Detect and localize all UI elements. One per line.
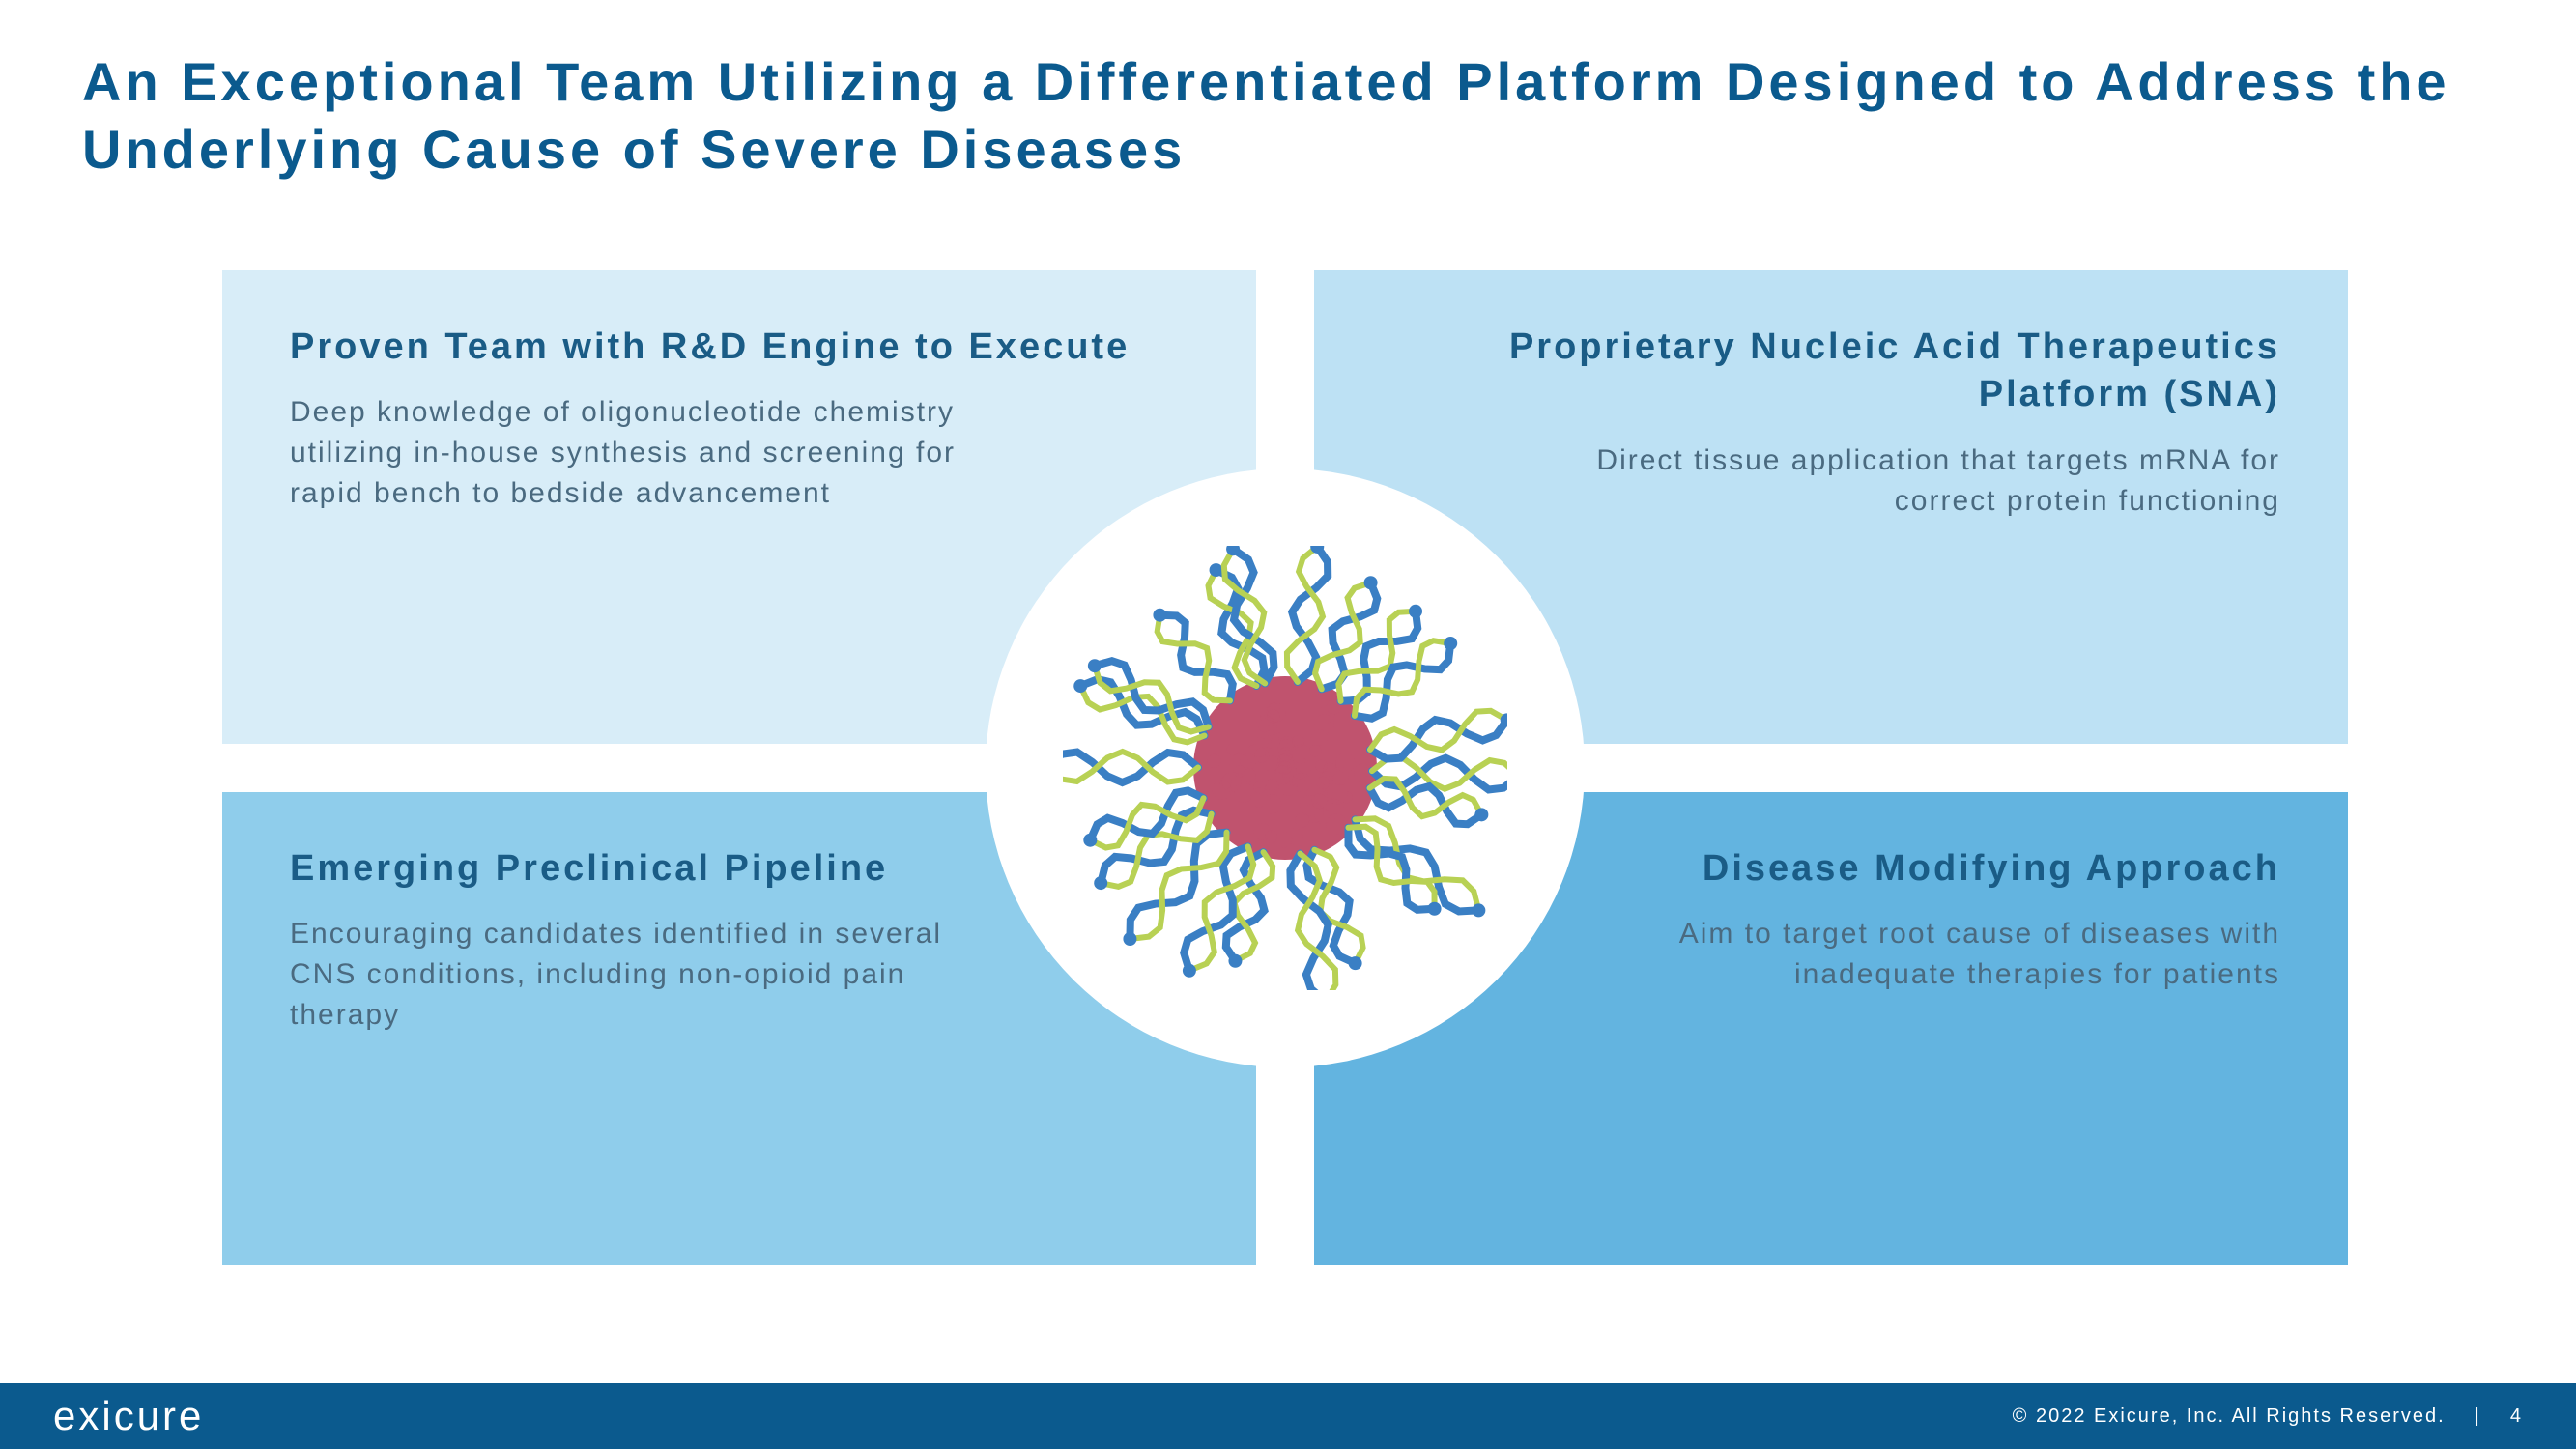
quad-tr-title: Proprietary Nucleic Acid Therapeutics Pl… <box>1382 324 2280 419</box>
quad-tr-body: Direct tissue application that targets m… <box>1585 440 2280 522</box>
quadrant-container: Proven Team with R&D Engine to Execute D… <box>222 270 2348 1265</box>
sna-molecule-icon <box>1063 546 1507 990</box>
quad-br-body: Aim to target root cause of diseases wit… <box>1585 914 2280 995</box>
footer-bar: exicure © 2022 Exicure, Inc. All Rights … <box>0 1379 2576 1449</box>
quad-tl-title: Proven Team with R&D Engine to Execute <box>290 324 1188 371</box>
copyright-text: © 2022 Exicure, Inc. All Rights Reserved… <box>2013 1406 2446 1428</box>
slide-title: An Exceptional Team Utilizing a Differen… <box>82 48 2494 184</box>
quad-bl-body: Encouraging candidates identified in sev… <box>290 914 986 1036</box>
center-circle <box>986 469 1585 1067</box>
quad-tl-body: Deep knowledge of oligonucleotide chemis… <box>290 392 986 514</box>
footer-separator: | <box>2475 1406 2481 1428</box>
company-logo: exicure <box>53 1393 204 1439</box>
footer-right: © 2022 Exicure, Inc. All Rights Reserved… <box>2013 1406 2523 1428</box>
page-number: 4 <box>2510 1406 2523 1428</box>
